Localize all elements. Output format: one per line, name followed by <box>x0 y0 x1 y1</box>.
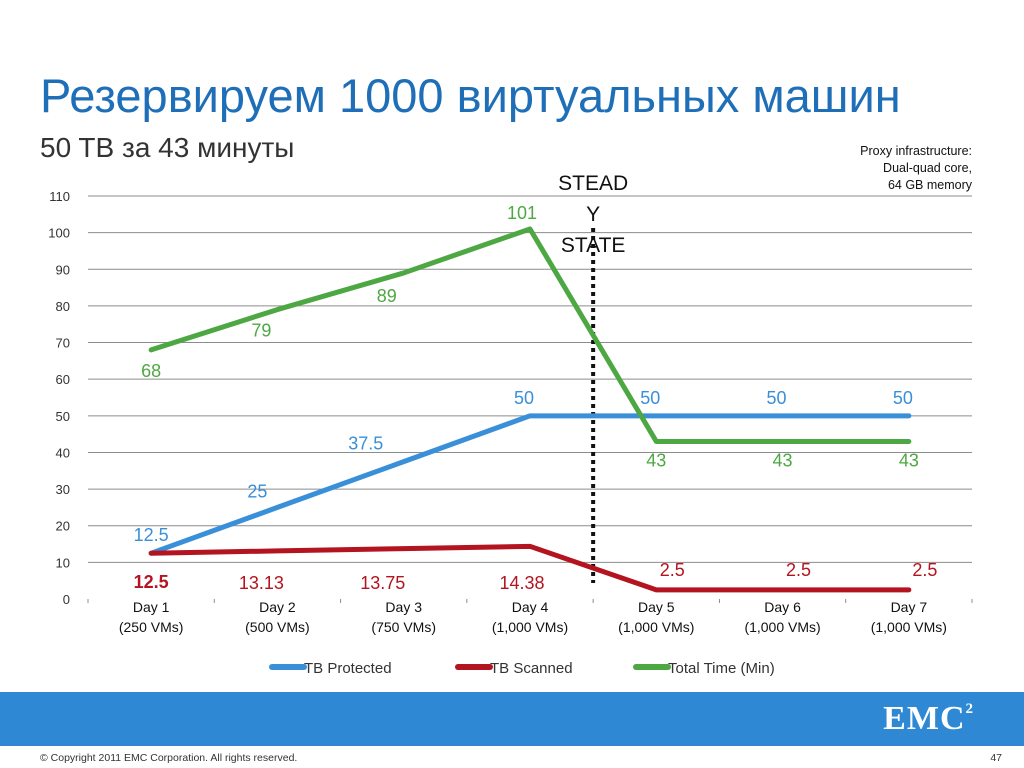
x-category-sublabel: (750 VMs) <box>371 619 436 635</box>
x-category-label: Day 6 <box>764 599 801 615</box>
x-category-label: Day 3 <box>385 599 422 615</box>
legend-label: TB Protected <box>304 660 392 677</box>
x-category-sublabel: (1,000 VMs) <box>744 619 820 635</box>
data-label: 89 <box>377 286 397 306</box>
note-line: Dual-quad core, <box>883 161 972 175</box>
x-category-sublabel: (1,000 VMs) <box>618 619 694 635</box>
line-chart: 0 10 20 30 40 50 60 70 80 90 100 110 Day 1 (250 VMs) D… <box>48 172 973 677</box>
data-label: 79 <box>251 321 271 341</box>
legend-label: Total Time (Min) <box>668 660 775 677</box>
y-tick-label: 50 <box>56 409 70 424</box>
note-line: Proxy infrastructure: <box>860 144 972 158</box>
y-tick-label: 40 <box>56 445 70 460</box>
y-tick-label: 30 <box>56 482 70 497</box>
infrastructure-note: Proxy infrastructure: Dual-quad core, 64… <box>752 143 972 194</box>
data-label: 43 <box>646 450 666 470</box>
slide-title: Резервируем 1000 виртуальных машин <box>40 69 901 122</box>
data-label: 25 <box>247 481 267 501</box>
data-label: 12.5 <box>134 572 169 592</box>
x-category-label: Day 7 <box>891 599 928 615</box>
y-tick-label: 60 <box>56 372 70 387</box>
y-tick-label: 90 <box>56 262 70 277</box>
data-label: 13.75 <box>360 573 405 593</box>
slide-subtitle: 50 TB за 43 минуты <box>40 132 295 163</box>
data-label: 50 <box>514 388 534 408</box>
series-line-1 <box>148 413 912 556</box>
y-tick-label: 100 <box>48 226 70 241</box>
x-category-label: Day 1 <box>133 599 170 615</box>
y-tick-label: 0 <box>63 592 70 607</box>
data-label: 50 <box>767 388 787 408</box>
x-category-sublabel: (1,000 VMs) <box>871 619 947 635</box>
steady-state-label: STATE <box>561 234 626 257</box>
x-category-label: Day 2 <box>259 599 296 615</box>
x-category-sublabel: (500 VMs) <box>245 619 310 635</box>
data-label: 2.5 <box>912 560 937 580</box>
data-label: 2.5 <box>660 560 685 580</box>
legend-label: TB Scanned <box>490 660 573 677</box>
data-label: 43 <box>773 450 793 470</box>
data-label: 13.13 <box>239 573 284 593</box>
steady-state-label: STEAD <box>558 172 628 195</box>
page-number: 47 <box>990 752 1002 764</box>
y-tick-label: 70 <box>56 336 70 351</box>
emc-logo: EMC2 <box>883 700 974 737</box>
y-tick-label: 20 <box>56 519 70 534</box>
x-category-sublabel: (1,000 VMs) <box>492 619 568 635</box>
data-label: 68 <box>141 361 161 381</box>
note-line: 64 GB memory <box>887 178 972 192</box>
y-tick-label: 110 <box>49 189 70 204</box>
data-label: 50 <box>640 388 660 408</box>
series-line-3 <box>148 226 912 444</box>
x-category-sublabel: (250 VMs) <box>119 619 184 635</box>
steady-state-label: Y <box>586 203 600 226</box>
data-label: 14.38 <box>499 573 544 593</box>
y-tick-label: 80 <box>56 299 70 314</box>
data-label: 12.5 <box>134 525 169 545</box>
x-category-label: Day 5 <box>638 599 675 615</box>
copyright-text: © Copyright 2011 EMC Corporation. All ri… <box>40 752 298 764</box>
data-label: 101 <box>507 203 537 223</box>
data-label: 43 <box>899 450 919 470</box>
data-label: 37.5 <box>348 434 383 454</box>
x-category-label: Day 4 <box>512 599 549 615</box>
series-line-2 <box>148 543 912 593</box>
y-tick-label: 10 <box>56 555 70 570</box>
data-label: 2.5 <box>786 560 811 580</box>
data-label: 50 <box>893 388 913 408</box>
footer-band <box>0 692 1024 746</box>
